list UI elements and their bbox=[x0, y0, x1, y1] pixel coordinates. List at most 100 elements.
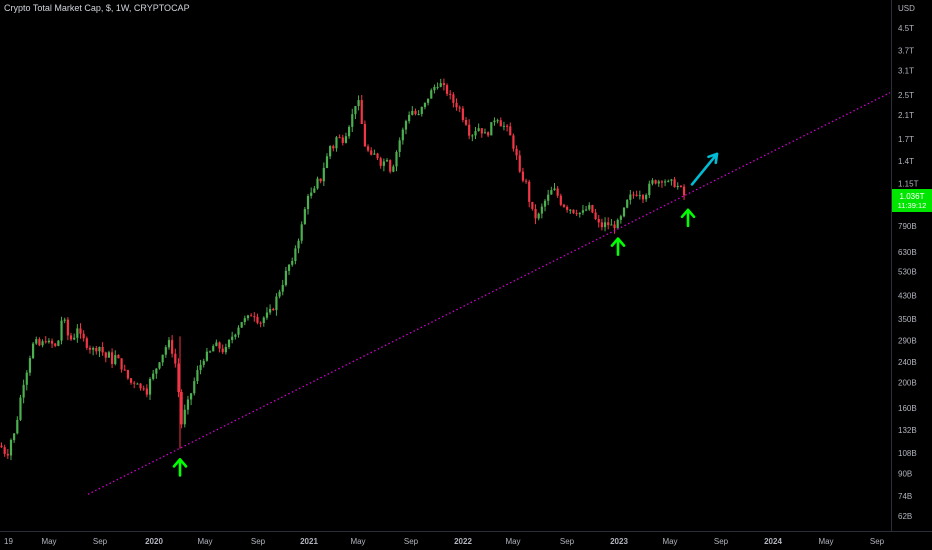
candle-body bbox=[398, 140, 401, 152]
candle-body bbox=[607, 222, 610, 226]
candle-body bbox=[155, 368, 158, 374]
candle-body bbox=[483, 132, 487, 134]
price-axis-unit: USD bbox=[898, 4, 915, 13]
candle-body bbox=[622, 207, 626, 217]
candle-body bbox=[366, 146, 370, 151]
candle-body bbox=[139, 383, 142, 389]
candle-body bbox=[152, 373, 155, 379]
price-tick-label: 62B bbox=[898, 512, 912, 521]
candle-body bbox=[310, 192, 313, 196]
candle-body bbox=[63, 319, 66, 321]
time-tick-label: Sep bbox=[560, 537, 575, 546]
candle-body bbox=[534, 208, 537, 219]
candle-body bbox=[370, 150, 373, 155]
candle-body bbox=[449, 93, 452, 95]
candle-body bbox=[306, 196, 310, 210]
time-tick-label: Sep bbox=[404, 537, 419, 546]
last-price-value: 1.036T bbox=[900, 192, 925, 201]
candle-body bbox=[256, 316, 259, 323]
time-tick-label: May bbox=[662, 537, 677, 546]
time-axis[interactable]: 19 May Sep 2020 May Sep 2021 May Sep 2022 May Sep 20… bbox=[0, 531, 932, 547]
candle-body bbox=[385, 160, 389, 162]
candle-body bbox=[487, 132, 490, 136]
projection-arrow bbox=[690, 152, 719, 186]
candle-body bbox=[82, 333, 85, 339]
candle-body bbox=[502, 125, 506, 127]
candle-body bbox=[575, 213, 578, 215]
price-tick-label: 108B bbox=[898, 449, 917, 458]
candle-body bbox=[142, 388, 145, 390]
candle-body bbox=[490, 122, 493, 136]
candle-body bbox=[0, 445, 3, 448]
candle-body bbox=[92, 348, 95, 350]
candle-body bbox=[682, 186, 686, 196]
candle-body bbox=[506, 125, 509, 127]
candle-body bbox=[319, 178, 322, 182]
candle-body bbox=[123, 369, 126, 371]
candle-body bbox=[269, 308, 272, 313]
candle-body bbox=[512, 135, 515, 149]
price-axis[interactable]: USD 4.5T 3.7T 3.1T 2.5T 2.1T 1.7T 1.4T 1.15T 790… bbox=[891, 0, 919, 531]
candle-body bbox=[547, 194, 550, 201]
price-tick-label: 2.5T bbox=[898, 91, 914, 100]
candle-body bbox=[13, 433, 16, 441]
candle-body bbox=[227, 340, 231, 347]
candle-body bbox=[480, 128, 483, 134]
candle-body bbox=[471, 135, 474, 137]
candle-body bbox=[616, 219, 619, 229]
candle-body bbox=[468, 124, 471, 136]
candle-body bbox=[281, 285, 284, 292]
candle-body bbox=[591, 205, 594, 213]
candle-body bbox=[284, 270, 287, 285]
candle-body bbox=[265, 312, 269, 318]
price-tick-label: 530B bbox=[898, 268, 917, 277]
candle-body bbox=[351, 114, 354, 127]
candle-body bbox=[19, 397, 22, 420]
candle-body bbox=[237, 327, 240, 335]
candle-body bbox=[648, 183, 651, 195]
price-tick-label: 74B bbox=[898, 492, 912, 501]
candle-body bbox=[651, 180, 654, 184]
candle-body bbox=[41, 341, 44, 346]
candle-body bbox=[120, 358, 123, 370]
candle-body bbox=[332, 146, 335, 149]
candle-body bbox=[303, 209, 306, 225]
time-tick-label: 19 bbox=[4, 537, 13, 546]
candle-body bbox=[133, 382, 136, 384]
candle-body bbox=[433, 87, 436, 91]
time-tick-label: 2022 bbox=[454, 537, 472, 546]
candle-body bbox=[275, 296, 278, 311]
candle-body bbox=[158, 362, 161, 369]
candle-body bbox=[25, 372, 28, 385]
arrow-head bbox=[610, 237, 626, 247]
candle-body bbox=[32, 343, 35, 359]
time-tick-label: Sep bbox=[870, 537, 885, 546]
candle-body bbox=[6, 453, 9, 456]
candle-body bbox=[3, 447, 6, 454]
candle-body bbox=[423, 102, 427, 107]
time-tick-label: May bbox=[818, 537, 833, 546]
chart-title: Crypto Total Market Cap, $, 1W, CRYPTOCA… bbox=[4, 3, 190, 13]
time-tick-label: May bbox=[41, 537, 56, 546]
candle-body bbox=[461, 108, 464, 120]
candle-body bbox=[79, 328, 82, 334]
candle-body bbox=[136, 383, 139, 385]
candle-body bbox=[414, 110, 417, 115]
candle-body bbox=[518, 155, 521, 172]
time-tick-label: Sep bbox=[714, 537, 729, 546]
candle-body bbox=[76, 328, 79, 338]
candle-body bbox=[439, 83, 442, 87]
candle-body bbox=[515, 148, 518, 156]
time-tick-label: May bbox=[505, 537, 520, 546]
candle-body bbox=[458, 107, 461, 109]
candle-body bbox=[509, 126, 512, 136]
candle-body bbox=[322, 167, 325, 182]
candle-body bbox=[679, 185, 682, 187]
candle-body bbox=[626, 199, 629, 208]
candle-body bbox=[553, 188, 556, 191]
candle-body bbox=[294, 248, 297, 261]
time-tick-label: May bbox=[197, 537, 212, 546]
candle-body bbox=[654, 180, 657, 184]
